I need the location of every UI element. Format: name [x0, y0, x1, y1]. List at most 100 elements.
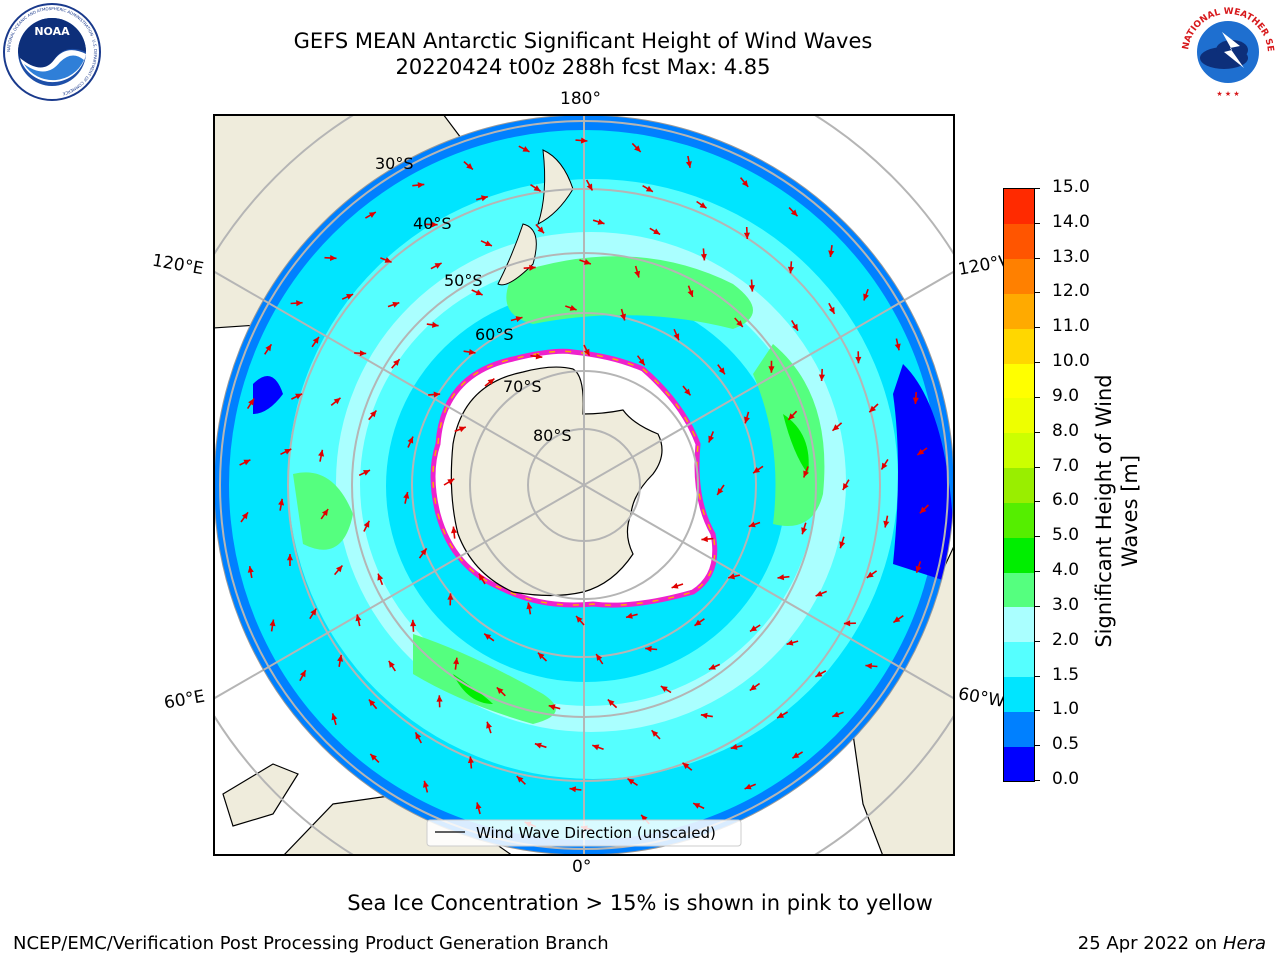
wave-arrow-head — [247, 566, 254, 573]
wave-arrow-head — [699, 202, 707, 209]
wave-arrow-head — [894, 343, 901, 351]
wave-arrow-head — [388, 660, 395, 668]
wave-arrow-head — [410, 619, 417, 627]
colorbar-tick-mark — [1034, 536, 1040, 538]
wave-arrow-head — [596, 654, 603, 661]
wave-arrow-head — [777, 712, 785, 718]
wave-arrow-head — [592, 744, 600, 751]
wave-arrow-head — [634, 145, 641, 152]
colorbar-segment — [1004, 363, 1034, 399]
wave-arrow-head — [828, 306, 835, 314]
lat-label-70s: 70°S — [503, 377, 542, 396]
wave-arrow-head — [583, 348, 590, 356]
wave-arrow-head — [486, 721, 492, 729]
wave-arrow-head — [638, 358, 645, 366]
wave-arrow-head — [407, 436, 414, 444]
lon-label-60e: 60°E — [162, 686, 207, 714]
lat-label-40s: 40°S — [413, 214, 452, 233]
colorbar-tick-mark — [1034, 362, 1040, 364]
wave-arrow-head — [693, 803, 701, 809]
wave-arrow-head — [333, 397, 341, 405]
wave-arrow-head — [337, 654, 344, 662]
wave-arrow-head — [436, 695, 443, 702]
wave-arrow-head — [741, 180, 749, 187]
wave-arrow-head — [346, 294, 354, 300]
wave-arrow-head — [484, 633, 492, 640]
colorbar-segment — [1004, 467, 1034, 503]
wave-arrow-head — [403, 492, 410, 499]
colorbar-tick-label: 6.0 — [1052, 490, 1080, 511]
wave-arrow-head — [673, 333, 680, 341]
colorbar-tick-label: 9.0 — [1052, 385, 1080, 406]
wave-arrow-head — [828, 250, 835, 257]
wave-arrow-head — [700, 712, 708, 719]
wave-arrow-head — [866, 571, 874, 578]
wave-arrow-head — [839, 541, 846, 549]
colorbar-tick-label: 10.0 — [1052, 351, 1090, 372]
wave-arrow-head — [736, 320, 743, 327]
wave-arrow-head — [869, 405, 876, 413]
colorbar-tick-label: 8.0 — [1052, 420, 1080, 441]
wave-arrow-head — [420, 548, 427, 556]
colorbar-tick-label: 7.0 — [1052, 455, 1080, 476]
lon-label-0: 0° — [572, 857, 592, 877]
wave-arrow-head — [708, 435, 714, 443]
colorbar-tick-mark — [1034, 222, 1040, 224]
wave-arrow-head — [415, 732, 422, 740]
wave-arrow-head — [368, 699, 376, 707]
wave-arrow-head — [792, 323, 798, 331]
wave-arrow-head — [241, 512, 248, 520]
map-legend-box — [426, 819, 742, 847]
wave-arrow-head — [537, 226, 544, 234]
colorbar-tick-mark — [1034, 396, 1040, 398]
wave-arrow-head — [815, 671, 823, 677]
colorbar-label-line1: Significant Height of Wind — [1092, 374, 1116, 648]
wave-arrow-head — [481, 195, 488, 202]
wave-arrow-head — [586, 183, 593, 191]
wave-arrow-head — [645, 645, 652, 652]
wave-arrow-head — [487, 378, 495, 385]
map-legend-label: Wind Wave Direction (unscaled) — [476, 824, 716, 842]
colorbar-segment — [1004, 537, 1034, 573]
chart-subtitle: 20220424 t00z 288h fcst Max: 4.85 — [395, 55, 771, 79]
wave-arrow-head — [533, 185, 541, 192]
wave-arrow-head — [330, 255, 337, 261]
wave-arrow-head — [286, 554, 293, 561]
wave-arrow-head — [569, 305, 577, 311]
colorbar-segment — [1004, 432, 1034, 469]
colorbar-tick-label: 5.0 — [1052, 525, 1080, 546]
wave-arrow-head — [468, 349, 476, 355]
wave-arrow-head — [447, 593, 454, 600]
wave-arrow-head — [832, 711, 840, 718]
lat-label-30s: 30°S — [375, 154, 414, 173]
footer-left: NCEP/EMC/Verification Post Processing Pr… — [13, 933, 609, 954]
colorbar-segment — [1004, 189, 1034, 225]
colorbar-tick-mark — [1034, 745, 1040, 747]
colorbar-tick-mark — [1034, 780, 1040, 781]
colorbar-segment — [1004, 223, 1034, 260]
colorbar-segment — [1004, 293, 1034, 329]
wave-arrow-head — [777, 574, 785, 581]
wave-arrow-head — [417, 182, 425, 189]
wave-arrow-head — [296, 300, 303, 307]
wave-arrow-head — [478, 573, 485, 581]
colorbar-segment — [1004, 746, 1034, 782]
wave-arrow-head — [883, 520, 890, 528]
footer-right: 25 Apr 2022 on Hera — [1078, 933, 1266, 954]
wave-arrow-head — [368, 212, 376, 218]
wave-arrow-head — [684, 388, 691, 396]
svg-text:NOAA: NOAA — [34, 25, 70, 38]
wave-arrow-head — [701, 536, 708, 543]
wave-arrow-head — [801, 527, 807, 535]
wave-arrow-head — [310, 608, 317, 616]
graticule — [214, 115, 954, 855]
nws-logo: NATIONAL WEATHER SERVICE ★ ★ ★ — [1178, 2, 1275, 99]
lat-label-50s: 50°S — [444, 271, 483, 290]
wave-arrow-head — [803, 470, 809, 478]
wave-arrow-head — [912, 397, 919, 404]
wave-arrow-head — [526, 602, 533, 610]
wave-arrow-head — [522, 146, 530, 152]
colorbar-segment — [1004, 397, 1034, 434]
colorbar-tick-mark — [1034, 675, 1040, 677]
wave-arrow-head — [265, 344, 272, 352]
